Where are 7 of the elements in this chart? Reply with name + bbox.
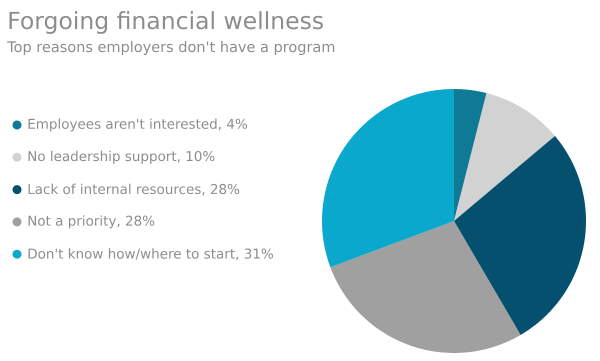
legend-label: Don't know how/where to start, 31% xyxy=(28,248,273,260)
chart-subtitle: Top reasons employers don't have a program xyxy=(7,40,334,56)
legend-label: No leadership support, 10% xyxy=(28,150,214,164)
legend-label: Not a priority, 28% xyxy=(28,215,154,228)
legend-label: Employees aren't interested, 4% xyxy=(28,118,247,132)
chart-title: Forgoing financial wellness xyxy=(10,11,323,34)
legend-label: Lack of internal resources, 28% xyxy=(28,184,240,196)
